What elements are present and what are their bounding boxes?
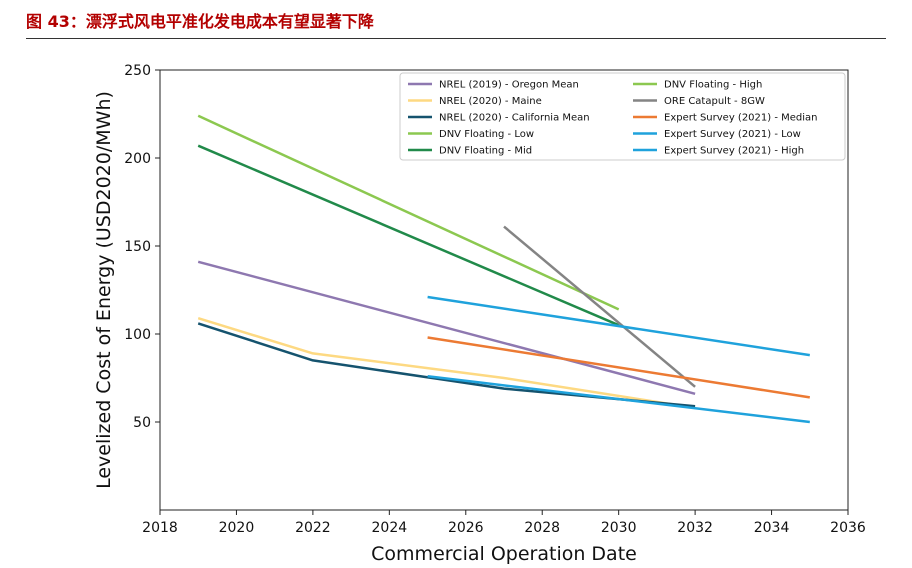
legend-label: Expert Survey (2021) - High xyxy=(664,146,804,157)
x-tick-label: 2032 xyxy=(677,520,713,536)
plot-frame xyxy=(159,69,849,511)
legend-label: Expert Survey (2021) - Low xyxy=(664,129,801,140)
legend-label: DNV Floating - Mid xyxy=(439,146,532,157)
y-tick-label: 100 xyxy=(124,327,151,343)
x-tick-label: 2020 xyxy=(219,520,255,536)
series-line-9 xyxy=(427,374,810,424)
figure-header: 图 43：漂浮式风电平准化发电成本有望显著下降 xyxy=(26,8,886,39)
x-tick-label: 2028 xyxy=(524,520,560,536)
figure-title: 图 43：漂浮式风电平准化发电成本有望显著下降 xyxy=(26,12,374,31)
legend-label: ORE Catapult - 8GW xyxy=(664,96,765,107)
series-layer xyxy=(197,114,810,424)
y-tick-label: 250 xyxy=(124,63,151,79)
legend: NREL (2019) - Oregon Mean NREL (2020) - M… xyxy=(399,72,846,161)
y-tick-label: 150 xyxy=(124,239,151,255)
x-tick-label: 2018 xyxy=(142,520,178,536)
y-tick-label: 50 xyxy=(133,415,151,431)
legend-label: NREL (2020) - California Mean xyxy=(439,113,590,124)
axis-ticks: 2018 2020 2022 2024 2026 2028 2030 2032 2034 2036… xyxy=(124,63,866,536)
series-line-5 xyxy=(197,144,620,327)
series-line-8 xyxy=(427,336,810,399)
x-tick-label: 2026 xyxy=(448,520,484,536)
y-tick-label: 200 xyxy=(124,151,151,167)
series-line-1 xyxy=(197,260,696,396)
x-tick-label: 2024 xyxy=(372,520,408,536)
legend-label: DNV Floating - High xyxy=(664,80,762,91)
series-line-2 xyxy=(197,317,696,410)
series-line-7 xyxy=(503,225,696,388)
x-tick-label: 2022 xyxy=(295,520,331,536)
series-line-4 xyxy=(197,114,620,311)
x-tick-label: 2036 xyxy=(830,520,866,536)
legend-box xyxy=(399,72,846,161)
series-line-3 xyxy=(197,322,696,408)
legend-label: NREL (2019) - Oregon Mean xyxy=(439,80,579,91)
x-tick-label: 2034 xyxy=(754,520,790,536)
x-axis-title: Commercial Operation Date xyxy=(371,543,637,565)
y-axis-title: Levelized Cost of Energy (USD2020/MWh) xyxy=(93,91,115,489)
x-tick-label: 2030 xyxy=(601,520,637,536)
legend-label: Expert Survey (2021) - Median xyxy=(664,113,818,124)
series-line-10 xyxy=(427,295,810,357)
legend-label: NREL (2020) - Maine xyxy=(439,96,542,107)
legend-label: DNV Floating - Low xyxy=(439,129,534,140)
